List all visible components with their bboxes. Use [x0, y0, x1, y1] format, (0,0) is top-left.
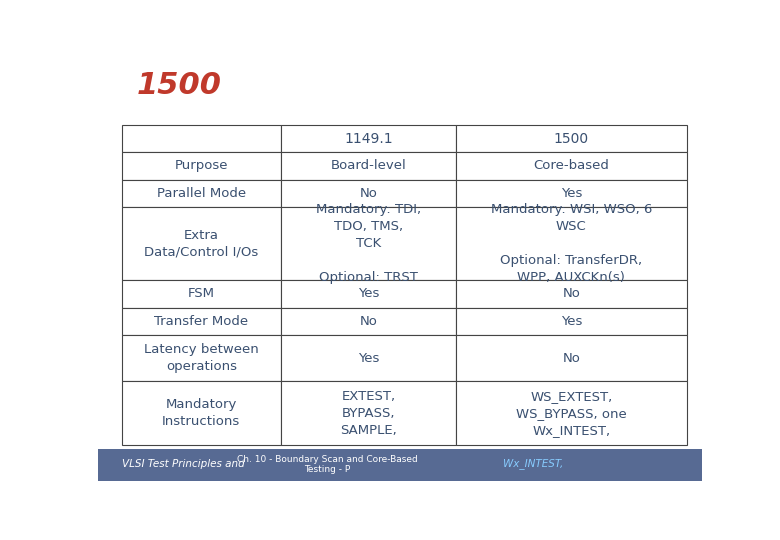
Text: 1149.1: 1149.1	[344, 132, 392, 146]
Bar	[456, 125, 687, 152]
Text: Latency between
operations: Latency between operations	[144, 343, 259, 373]
Text: Extra
Data/Control I/Os: Extra Data/Control I/Os	[144, 228, 258, 259]
Text: VLSI Test Principles and: VLSI Test Principles and	[122, 459, 244, 469]
Text: Mandatory: TDI,
TDO, TMS,
TCK

Optional: TRST: Mandatory: TDI, TDO, TMS, TCK Optional: …	[316, 203, 421, 284]
Text: Board-level: Board-level	[331, 159, 406, 172]
Bar	[456, 335, 687, 381]
Text: No: No	[562, 352, 580, 365]
Bar	[122, 280, 281, 308]
Text: Wx_INTEST,: Wx_INTEST,	[502, 458, 563, 469]
Text: 1500: 1500	[554, 132, 589, 146]
Bar	[122, 152, 281, 179]
Text: Yes: Yes	[561, 315, 582, 328]
Bar	[281, 335, 456, 381]
Text: EXTEST,
BYPASS,
SAMPLE,: EXTEST, BYPASS, SAMPLE,	[340, 390, 397, 437]
Bar	[456, 152, 687, 179]
Bar	[281, 381, 456, 445]
Bar	[122, 207, 281, 280]
Text: Ch. 10 - Boundary Scan and Core-Based
Testing - P: Ch. 10 - Boundary Scan and Core-Based Te…	[237, 455, 417, 475]
Bar	[281, 207, 456, 280]
Text: Transfer Mode: Transfer Mode	[154, 315, 248, 328]
Bar	[122, 125, 281, 152]
Bar	[281, 179, 456, 207]
Bar	[122, 179, 281, 207]
Text: Mandatory
Instructions: Mandatory Instructions	[162, 398, 240, 428]
Bar	[281, 308, 456, 335]
Text: Purpose: Purpose	[175, 159, 228, 172]
Bar	[456, 280, 687, 308]
Text: Mandatory: WSI, WSO, 6
WSC

Optional: TransferDR,
WPP, AUXCKn(s): Mandatory: WSI, WSO, 6 WSC Optional: Tra…	[491, 203, 652, 284]
Text: WS_EXTEST,
WS_BYPASS, one
Wx_INTEST,: WS_EXTEST, WS_BYPASS, one Wx_INTEST,	[516, 390, 626, 437]
Bar	[281, 152, 456, 179]
Text: Parallel Mode: Parallel Mode	[157, 187, 246, 200]
Bar	[98, 449, 702, 481]
Bar	[122, 308, 281, 335]
Text: FSM: FSM	[188, 287, 214, 300]
Text: No: No	[562, 287, 580, 300]
Text: No: No	[360, 187, 378, 200]
Bar	[281, 280, 456, 308]
Text: Yes: Yes	[561, 187, 582, 200]
Text: No: No	[360, 315, 378, 328]
Bar	[456, 179, 687, 207]
Bar	[122, 381, 281, 445]
Bar	[456, 207, 687, 280]
Bar	[281, 125, 456, 152]
Bar	[456, 381, 687, 445]
Text: Yes: Yes	[358, 287, 379, 300]
Text: 1500: 1500	[136, 71, 222, 100]
Text: Core-based: Core-based	[534, 159, 609, 172]
Bar	[456, 308, 687, 335]
Text: Yes: Yes	[358, 352, 379, 365]
Bar	[122, 335, 281, 381]
